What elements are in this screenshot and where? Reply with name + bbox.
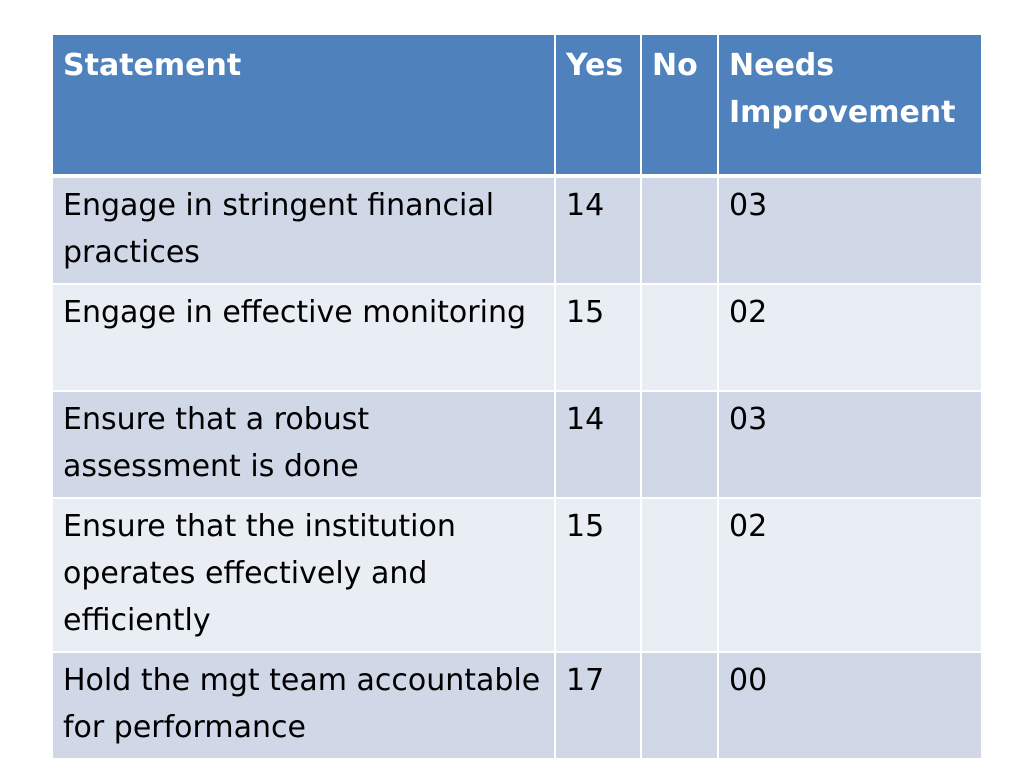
cell-needs-improvement: 03	[717, 175, 983, 285]
cell-needs-improvement: 02	[717, 283, 983, 392]
table-row: Hold the mgt team accountable for perfor…	[51, 651, 983, 760]
table-row: Ensure that a robust assessment is done …	[51, 390, 983, 499]
header-no: No	[640, 33, 719, 178]
cell-yes: 15	[554, 497, 642, 653]
header-needs-improvement-line2: Improvement	[729, 95, 956, 130]
table-row: Engage in effective monitoring 15 02	[51, 283, 983, 392]
cell-statement: Engage in stringent financial practices	[51, 175, 556, 285]
header-yes: Yes	[554, 33, 642, 178]
header-needs-improvement-line1: Needs	[729, 48, 835, 83]
cell-statement: Ensure that the institution operates eff…	[51, 497, 556, 653]
cell-yes: 14	[554, 390, 642, 499]
cell-statement: Hold the mgt team accountable for perfor…	[51, 651, 556, 760]
cell-needs-improvement: 02	[717, 497, 983, 653]
table-row: Ensure that the institution operates eff…	[51, 497, 983, 653]
cell-no	[640, 390, 719, 499]
cell-no	[640, 283, 719, 392]
cell-statement: Engage in effective monitoring	[51, 283, 556, 392]
survey-results-table: Statement Yes No Needs Improvement Engag…	[51, 33, 983, 760]
cell-yes: 14	[554, 175, 642, 285]
cell-no	[640, 497, 719, 653]
cell-needs-improvement: 03	[717, 390, 983, 499]
header-needs-improvement: Needs Improvement	[717, 33, 983, 178]
cell-yes: 15	[554, 283, 642, 392]
cell-no	[640, 175, 719, 285]
cell-no	[640, 651, 719, 760]
table-row: Engage in stringent financial practices …	[51, 175, 983, 285]
table-header-row: Statement Yes No Needs Improvement	[51, 33, 983, 178]
cell-statement: Ensure that a robust assessment is done	[51, 390, 556, 499]
header-statement: Statement	[51, 33, 556, 178]
cell-needs-improvement: 00	[717, 651, 983, 760]
cell-yes: 17	[554, 651, 642, 760]
